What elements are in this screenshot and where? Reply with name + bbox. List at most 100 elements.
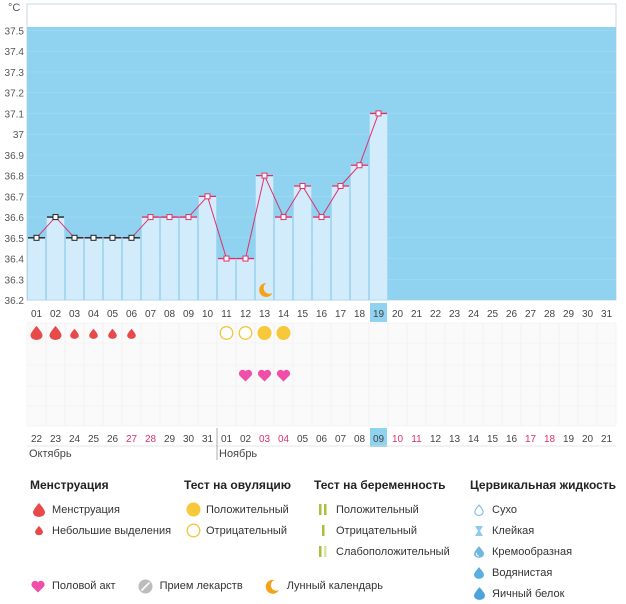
y-tick-label: 37 — [13, 130, 25, 141]
temperature-point — [33, 234, 40, 241]
temperature-bar — [160, 216, 179, 301]
calendar-date-label: 10 — [392, 434, 404, 445]
cycle-day-label: 31 — [601, 309, 613, 320]
legend-item: Прием лекарств — [138, 578, 243, 594]
calendar-date-label: 13 — [449, 434, 461, 445]
legend-item: Слабоположительный — [314, 541, 450, 562]
temperature-point — [52, 214, 59, 221]
calendar-date-label: 21 — [601, 434, 613, 445]
legend-label: Лунный календарь — [286, 580, 383, 592]
calendar-date-axis: 22 23 24 25 26 27 28 29 30 31 01 02 03 04 05 06 07 08 09 10… — [27, 428, 616, 460]
temperature-point — [128, 234, 135, 241]
legend-title: Менструация — [30, 478, 109, 492]
legend-label: Небольшие выделения — [52, 524, 172, 537]
plot-area — [26, 3, 617, 301]
creamy-drop-icon — [470, 545, 488, 558]
temperature-point — [242, 255, 249, 262]
symptom-rows — [26, 322, 617, 427]
y-tick-label: 37.2 — [5, 89, 25, 100]
legend-label: Клейкая — [492, 524, 535, 537]
y-axis: 36.2 36.3 36.4 36.5 36.6 36.7 36.8 36.9 37 37.1 37… — [5, 27, 25, 308]
temperature-point — [261, 172, 268, 179]
temperature-point — [71, 234, 78, 241]
cycle-day-axis: 01 02 03 04 05 06 07 08 09 10 11 12 13 14 15 16 17 18 19 20… — [27, 301, 616, 323]
legend-label: Менструация — [52, 503, 120, 516]
calendar-date-label: 18 — [544, 434, 556, 445]
legend-label: Сухо — [492, 503, 517, 516]
legend-item: Отрицательный — [184, 520, 291, 541]
y-tick-label: 36.4 — [5, 255, 25, 266]
cycle-day-label: 05 — [107, 309, 119, 320]
symptom-grid — [26, 322, 617, 427]
calendar-date-label: 16 — [506, 434, 518, 445]
blood-drop-small-icon — [30, 525, 48, 536]
cycle-day-label: 26 — [506, 309, 518, 320]
calendar-date-label: 03 — [259, 434, 271, 445]
sticky-icon — [470, 525, 488, 537]
temperature-bar — [369, 113, 388, 301]
legend-label: Половой акт — [52, 580, 116, 592]
legend-title: Цервикальная жидкость — [470, 478, 617, 492]
calendar-date-label: 24 — [69, 434, 81, 445]
month-label: Ноябрь — [219, 448, 257, 460]
temperature-bar — [27, 237, 46, 301]
cycle-day-label: 29 — [563, 309, 575, 320]
temperature-point — [375, 110, 382, 117]
legend-label: Прием лекарств — [159, 580, 243, 592]
calendar-date-label: 09 — [373, 434, 385, 445]
cycle-day-label: 18 — [354, 309, 366, 320]
y-tick-label: 37.1 — [5, 109, 25, 120]
cycle-day-label: 22 — [430, 309, 442, 320]
blood-drop-small-icon — [108, 328, 117, 339]
pill-icon — [138, 578, 154, 594]
calendar-date-label: 12 — [430, 434, 442, 445]
temperature-bar — [103, 237, 122, 301]
heart-icon — [276, 369, 291, 382]
blood-drop-big-icon — [49, 326, 62, 340]
cycle-day-label: 28 — [544, 309, 556, 320]
calendar-date-label: 28 — [145, 434, 157, 445]
calendar-date-label: 17 — [525, 434, 537, 445]
ovulation-negative-icon — [219, 326, 234, 340]
temperature-bar — [141, 216, 160, 301]
calendar-date-label: 25 — [88, 434, 100, 445]
cycle-day-label: 17 — [335, 309, 347, 320]
cycle-day-label: 11 — [221, 309, 232, 320]
temperature-bar — [350, 164, 369, 301]
temperature-point — [185, 214, 192, 221]
temperature-bar — [65, 237, 84, 301]
calendar-date-label: 27 — [126, 434, 138, 445]
blood-drop-big-icon — [30, 326, 43, 340]
legend-item: Менструация — [30, 499, 171, 520]
y-tick-label: 36.9 — [5, 151, 25, 162]
heart-icon — [238, 369, 253, 382]
legend-bottom: Половой акт Прием лекарств Лунный календ… — [30, 578, 405, 594]
temperature-bar — [179, 216, 198, 301]
filled-circle-icon — [184, 502, 202, 517]
heart-icon — [30, 578, 46, 594]
calendar-date-label: 26 — [107, 434, 119, 445]
blood-drop-big-icon — [30, 502, 48, 517]
calendar-date-label: 07 — [335, 434, 347, 445]
axis-band — [27, 301, 616, 323]
moon-icon — [265, 578, 281, 594]
temperature-bar — [293, 185, 312, 301]
temperature-bar — [255, 175, 274, 301]
calendar-date-label: 06 — [316, 434, 328, 445]
calendar-date-label: 29 — [164, 434, 176, 445]
cycle-day-label: 09 — [183, 309, 195, 320]
calendar-date-label: 30 — [183, 434, 195, 445]
calendar-date-label: 04 — [278, 434, 290, 445]
legend-item: Положительный — [314, 499, 450, 520]
legend-item: Клейкая — [470, 520, 616, 541]
cycle-day-label: 13 — [259, 309, 271, 320]
cycle-day-label: 08 — [164, 309, 176, 320]
cycle-day-label: 15 — [297, 309, 309, 320]
temperature-point — [318, 214, 325, 221]
blood-drop-small-icon — [70, 328, 79, 339]
legend-item: Яичный белок — [470, 583, 616, 604]
temperature-bar — [122, 237, 141, 301]
legend-label: Водянистая — [492, 566, 553, 579]
temperature-point — [204, 193, 211, 200]
y-tick-label: 37.3 — [5, 68, 25, 79]
